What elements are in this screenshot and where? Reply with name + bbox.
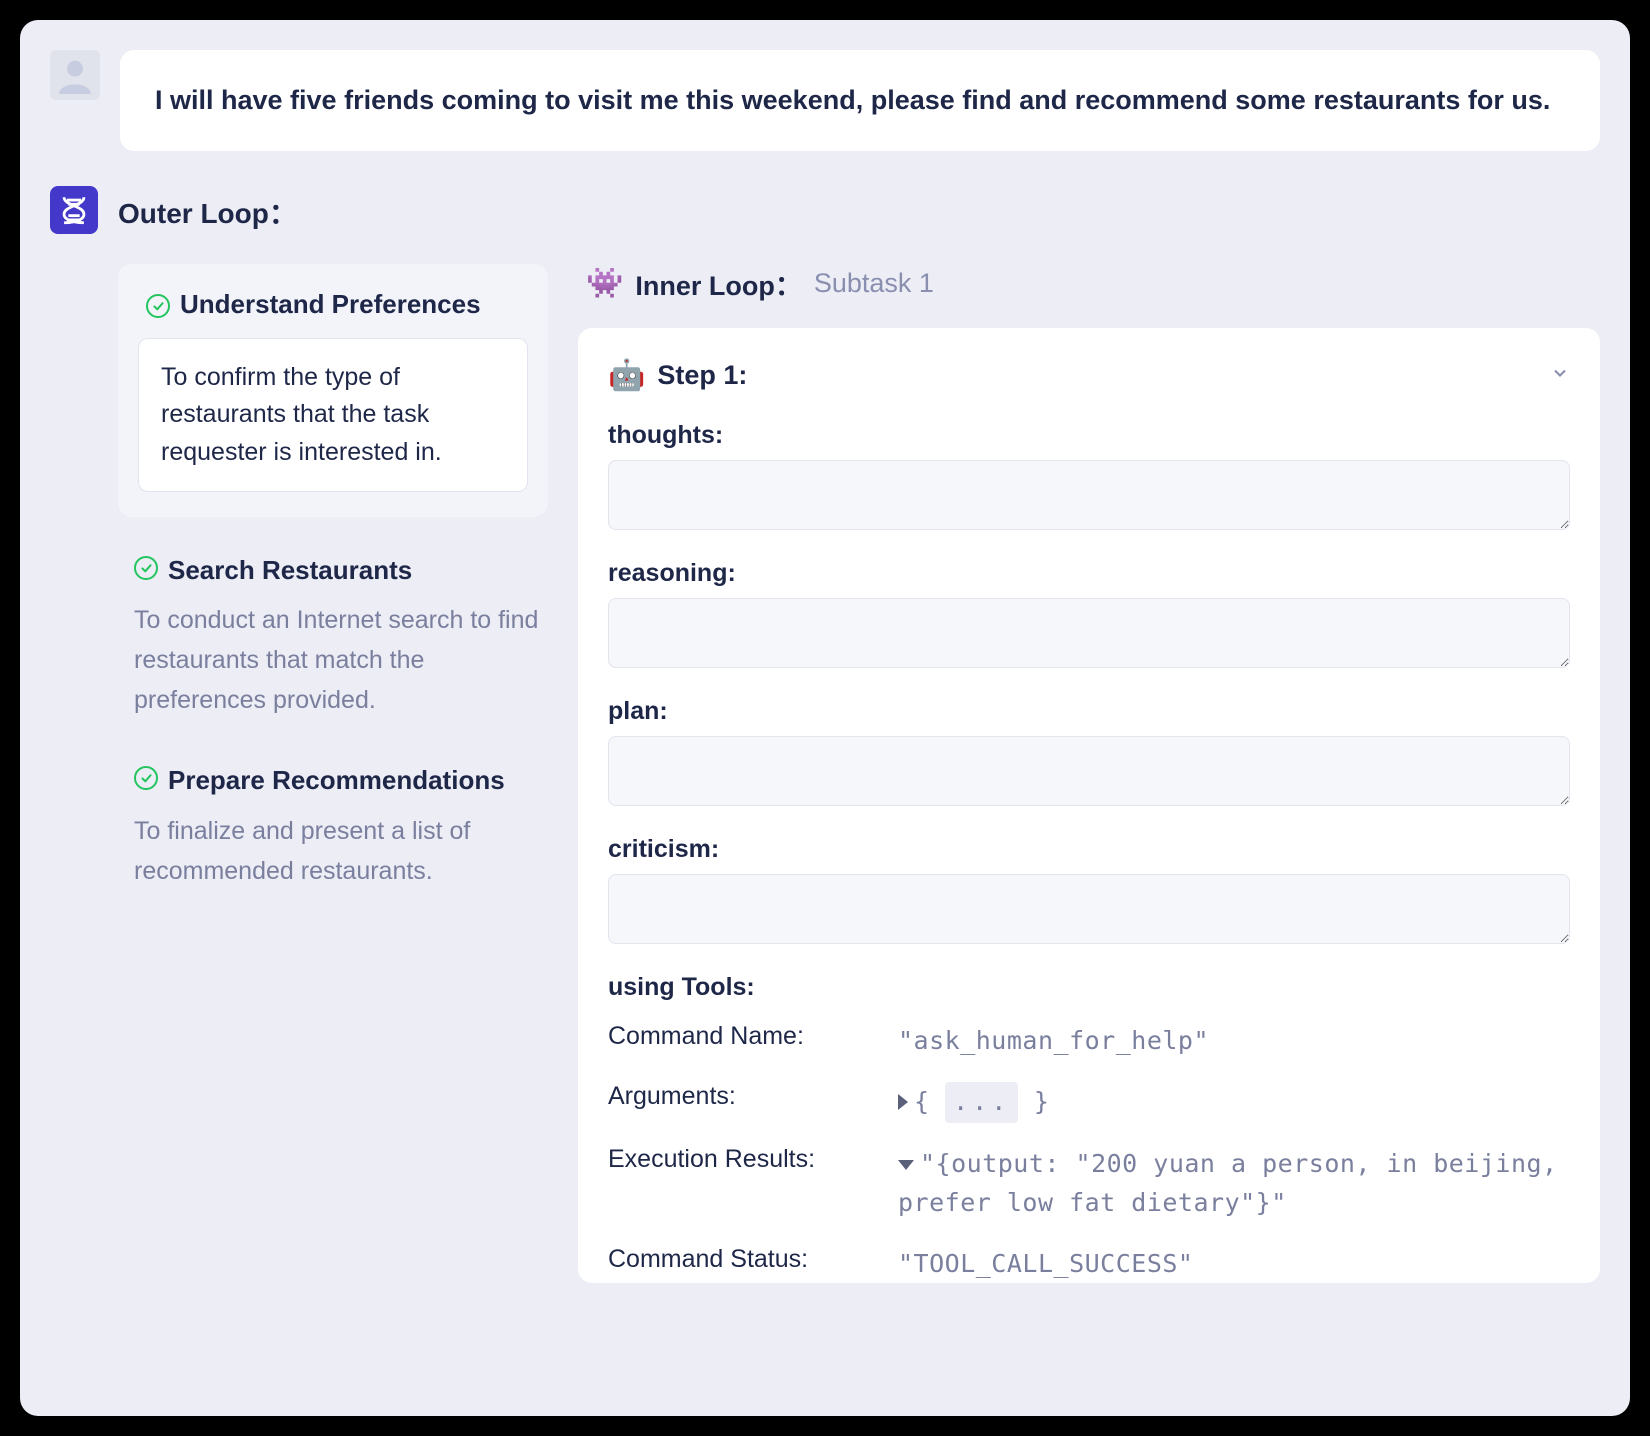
user-avatar (50, 50, 100, 100)
step-header[interactable]: 🤖 Step 1: (608, 358, 1570, 393)
outer-loop-title: Outer Loop： (118, 186, 297, 232)
step-title: 🤖 Step 1: (608, 358, 747, 393)
task-title: Search Restaurants (168, 552, 412, 588)
tool-key: Command Name: (608, 1022, 898, 1051)
content-wrap: Understand Preferences To confirm the ty… (118, 264, 1600, 1306)
task-item-search[interactable]: Search Restaurants To conduct an Interne… (118, 552, 548, 720)
task-item-prepare[interactable]: Prepare Recommendations To finalize and … (118, 762, 548, 890)
task-desc: To conduct an Internet search to find re… (126, 600, 540, 720)
expand-right-icon[interactable] (898, 1094, 908, 1110)
task-desc: To confirm the type of restaurants that … (138, 338, 528, 493)
person-icon (56, 56, 94, 94)
task-title: Prepare Recommendations (168, 762, 505, 798)
field-label: plan: (608, 697, 1570, 726)
tool-row-execution-results: Execution Results: "{output: "200 yuan a… (608, 1145, 1570, 1223)
criticism-input[interactable] (608, 874, 1570, 944)
alien-icon: 👾 (586, 266, 623, 301)
field-label: criticism: (608, 835, 1570, 864)
thoughts-input[interactable] (608, 460, 1570, 530)
reasoning-input[interactable] (608, 598, 1570, 668)
outer-loop-tasks: Understand Preferences To confirm the ty… (118, 264, 548, 933)
reasoning-field: reasoning: (608, 559, 1570, 673)
thoughts-field: thoughts: (608, 421, 1570, 535)
tool-key: Execution Results: (608, 1145, 898, 1174)
plan-field: plan: (608, 697, 1570, 811)
step-label: Step 1: (657, 360, 747, 391)
criticism-field: criticism: (608, 835, 1570, 949)
tool-key: Command Status: (608, 1245, 898, 1274)
user-message-row: I will have five friends coming to visit… (50, 50, 1600, 151)
robot-icon: 🤖 (608, 358, 645, 393)
check-icon (134, 556, 158, 580)
task-title: Understand Preferences (180, 289, 481, 320)
tool-value: "ask_human_for_help" (898, 1022, 1570, 1061)
check-icon (146, 294, 170, 318)
user-message: I will have five friends coming to visit… (120, 50, 1600, 151)
dna-icon (50, 186, 98, 234)
tools-heading: using Tools: (608, 973, 1570, 1002)
task-header: Understand Preferences (138, 289, 528, 320)
tool-row-command-name: Command Name: "ask_human_for_help" (608, 1022, 1570, 1061)
step-card: 🤖 Step 1: thoughts: reasoning: p (578, 328, 1600, 1284)
field-label: thoughts: (608, 421, 1570, 450)
tool-value: "TOOL_CALL_SUCCESS" (898, 1245, 1570, 1284)
task-header: Prepare Recommendations (126, 762, 540, 798)
task-header: Search Restaurants (126, 552, 540, 588)
execution-results-text: "{output: "200 yuan a person, in beijing… (898, 1149, 1558, 1217)
tool-row-command-status: Command Status: "TOOL_CALL_SUCCESS" (608, 1245, 1570, 1284)
field-label: reasoning: (608, 559, 1570, 588)
tool-value-arguments[interactable]: { ... } (898, 1082, 1570, 1123)
check-icon (134, 766, 158, 790)
inner-loop-panel: 👾 Inner Loop： Subtask 1 🤖 Step 1: though… (578, 264, 1600, 1306)
tool-value-execution[interactable]: "{output: "200 yuan a person, in beijing… (898, 1145, 1570, 1223)
task-desc: To finalize and present a list of recomm… (126, 811, 540, 891)
plan-input[interactable] (608, 736, 1570, 806)
expand-down-icon[interactable] (898, 1160, 914, 1170)
tool-key: Arguments: (608, 1082, 898, 1111)
inner-loop-header: 👾 Inner Loop： Subtask 1 (578, 264, 1600, 303)
collapsed-dots: ... (945, 1082, 1018, 1123)
outer-loop-header-row: Outer Loop： (50, 186, 1600, 234)
tool-row-arguments: Arguments: { ... } (608, 1082, 1570, 1123)
subtask-label: Subtask 1 (814, 268, 934, 299)
inner-loop-label: Inner Loop： (635, 264, 801, 303)
main-container: I will have five friends coming to visit… (20, 20, 1630, 1416)
chevron-down-icon[interactable] (1550, 363, 1570, 388)
task-item-understand[interactable]: Understand Preferences To confirm the ty… (118, 264, 548, 518)
